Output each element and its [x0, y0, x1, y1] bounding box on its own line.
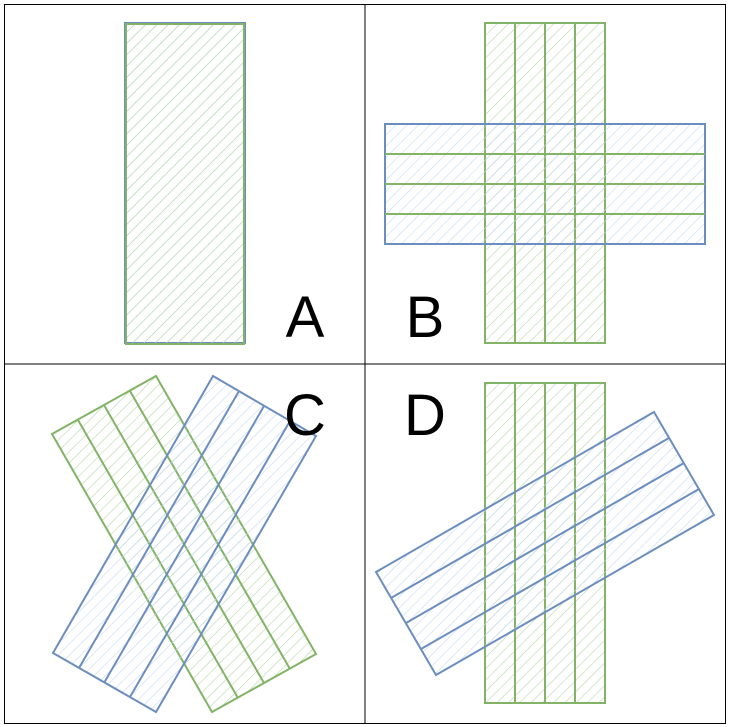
panel-grid — [4, 4, 726, 724]
panel-b-label: B — [406, 285, 445, 350]
panel-a-label: A — [286, 285, 325, 350]
panel-b: B — [384, 22, 706, 350]
panel-a-green-rect — [125, 23, 245, 345]
panel-d: D — [374, 382, 716, 704]
panel-c-blue-rect — [51, 374, 318, 714]
panel-c-label: C — [284, 383, 326, 448]
panel-b-blue-rect — [384, 123, 706, 245]
panel-d-blue-rect — [374, 410, 716, 677]
panel-c: C — [50, 374, 326, 714]
panel-d-label: D — [404, 383, 446, 448]
panel-a: A — [124, 22, 325, 350]
